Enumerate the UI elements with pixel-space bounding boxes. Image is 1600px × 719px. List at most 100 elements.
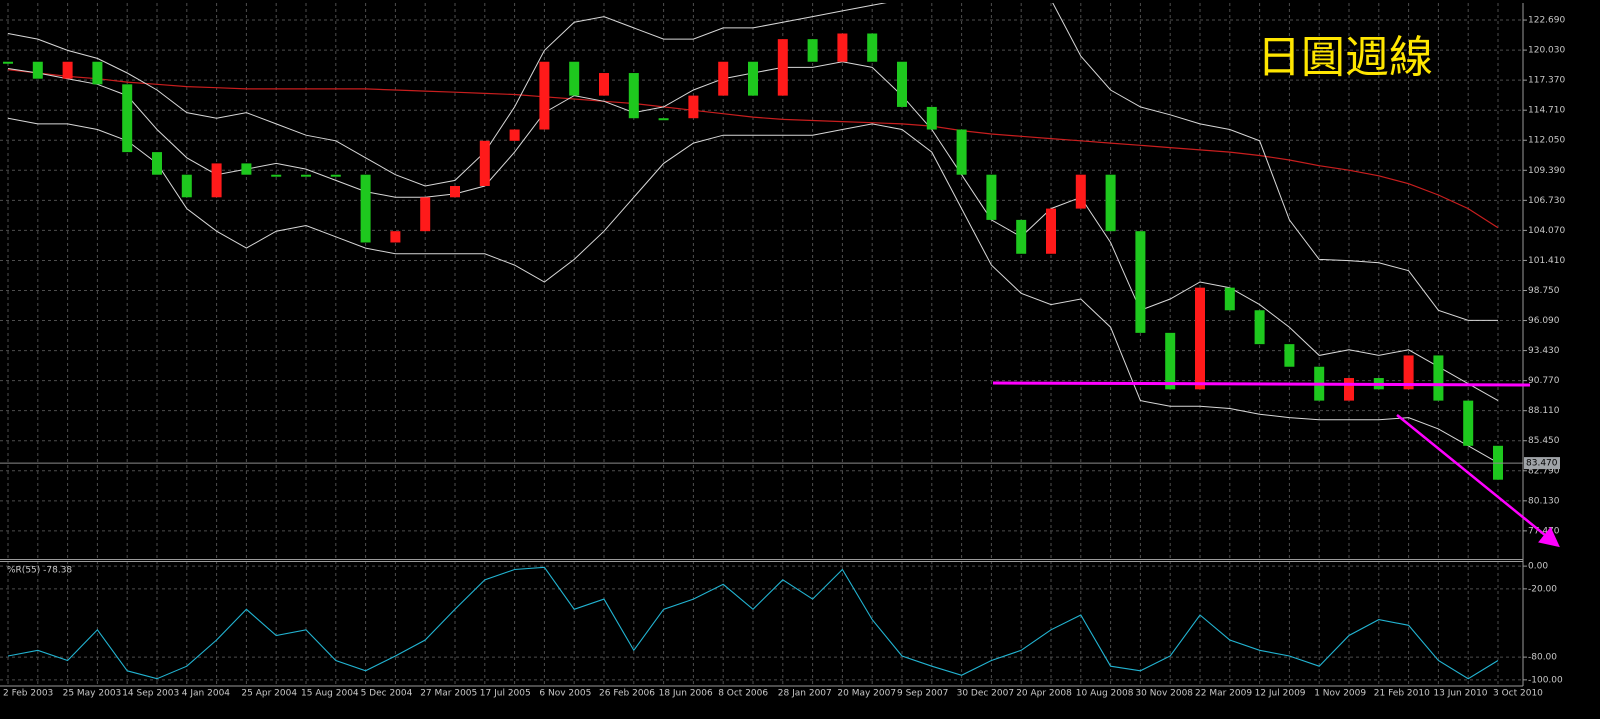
y-tick-label: 122.690	[1528, 16, 1565, 26]
x-tick-label: 25 Apr 2004	[241, 689, 297, 699]
candle	[837, 33, 848, 62]
x-tick-label: 3 Oct 2010	[1493, 689, 1543, 699]
candle	[599, 73, 609, 96]
candle	[1135, 231, 1146, 333]
y-tick-label: 82.790	[1528, 466, 1560, 476]
y-tick-label: 80.130	[1528, 496, 1560, 506]
candle	[450, 185, 460, 198]
candle	[956, 129, 967, 175]
x-tick-label: 21 Feb 2010	[1374, 689, 1430, 699]
y-tick-label: 98.750	[1528, 286, 1560, 296]
y-tick-label: 106.730	[1528, 196, 1565, 206]
y-tick-label: 114.710	[1528, 106, 1565, 116]
x-tick-label: 18 Jun 2006	[659, 689, 713, 699]
candle	[539, 61, 550, 130]
candle	[688, 95, 699, 119]
candle	[1016, 219, 1027, 254]
candle	[718, 61, 729, 96]
candle	[211, 163, 222, 198]
candle	[1433, 355, 1444, 401]
chart-title: 日圓週線	[1257, 32, 1433, 83]
candle	[330, 174, 341, 177]
x-tick-label: 22 Mar 2009	[1195, 689, 1252, 699]
x-tick-label: 6 Nov 2005	[539, 689, 591, 699]
indicator-label: %R(55) -78.38	[7, 566, 72, 576]
x-tick-label: 20 May 2007	[837, 689, 896, 699]
support-line	[992, 381, 1531, 387]
annotations	[992, 381, 1560, 548]
williams-r-line	[7, 566, 1499, 680]
x-tick-label: 28 Jan 2007	[778, 689, 832, 699]
candle	[1463, 400, 1474, 446]
candle	[1075, 174, 1086, 209]
x-tick-label: 30 Nov 2008	[1135, 689, 1193, 699]
grid	[0, 3, 1523, 686]
candle	[301, 174, 311, 177]
candle	[1105, 174, 1116, 232]
y-tick-label: 93.430	[1528, 346, 1560, 356]
x-tick-label: 1 Nov 2009	[1314, 689, 1366, 699]
y-tick-label: 0.00	[1528, 562, 1548, 572]
last-price-label: 83.470	[1526, 459, 1558, 469]
candle	[271, 174, 282, 177]
x-tick-label: 26 Feb 2006	[599, 689, 655, 699]
y-tick-label: 120.030	[1528, 46, 1565, 56]
y-tick-label: 117.370	[1528, 76, 1565, 86]
candle	[986, 174, 997, 220]
candle	[1254, 310, 1265, 345]
indicator-panel	[7, 566, 1499, 680]
candle	[181, 174, 192, 198]
x-tick-label: 30 Dec 2007	[957, 689, 1015, 699]
candle	[152, 152, 162, 175]
y-tick-label: 88.110	[1528, 406, 1560, 416]
candle	[1046, 208, 1056, 254]
candle	[1344, 378, 1354, 401]
candle	[807, 39, 818, 62]
x-tick-label: 4 Jan 2004	[182, 689, 230, 699]
x-tick-label: 13 Jun 2010	[1433, 689, 1487, 699]
candle	[1224, 287, 1235, 311]
y-tick-label: 109.390	[1528, 166, 1565, 176]
x-tick-label: 15 Aug 2004	[301, 689, 359, 699]
x-tick-label: 10 Aug 2008	[1076, 689, 1134, 699]
candle	[3, 61, 13, 64]
last-price-box	[1524, 457, 1560, 470]
x-tick-label: 25 May 2003	[63, 689, 122, 699]
candle	[1165, 332, 1176, 390]
candle	[92, 61, 103, 85]
candle	[1195, 287, 1205, 390]
candle	[390, 231, 401, 243]
y-tick-label: 96.090	[1528, 316, 1560, 326]
candle	[658, 118, 669, 121]
candle	[897, 61, 907, 107]
bollinger-lower	[7, 117, 1499, 464]
candle	[479, 140, 490, 186]
x-tick-label: 5 Dec 2004	[361, 689, 413, 699]
y-tick-label: 101.410	[1528, 256, 1565, 266]
trend-arrow	[1396, 414, 1560, 548]
x-tick-label: 8 Oct 2006	[718, 689, 768, 699]
candle	[360, 174, 371, 243]
candle	[509, 129, 520, 141]
candle	[926, 106, 937, 130]
candle	[867, 33, 878, 62]
candle	[777, 39, 788, 96]
y-tick-label: -20.00	[1528, 584, 1557, 594]
x-tick-label: 12 Jul 2009	[1255, 689, 1306, 699]
y-tick-label: 112.050	[1528, 136, 1565, 146]
candle	[748, 61, 758, 96]
x-tick-label: 2 Feb 2003	[3, 689, 53, 699]
candle	[241, 163, 252, 175]
x-tick-label: 20 Apr 2008	[1016, 689, 1072, 699]
candle	[62, 61, 73, 79]
candle	[1403, 355, 1414, 390]
moving-average	[7, 69, 1499, 229]
candle	[1284, 344, 1295, 367]
y-tick-label: 85.450	[1528, 436, 1560, 446]
bollinger-upper	[7, 3, 1498, 321]
y-tick-label: 90.770	[1528, 376, 1560, 386]
candle	[420, 197, 431, 232]
